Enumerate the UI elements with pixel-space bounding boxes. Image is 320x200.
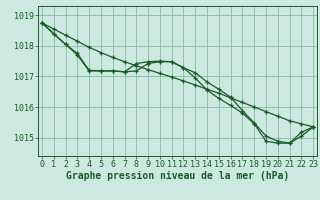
X-axis label: Graphe pression niveau de la mer (hPa): Graphe pression niveau de la mer (hPa) bbox=[66, 171, 289, 181]
